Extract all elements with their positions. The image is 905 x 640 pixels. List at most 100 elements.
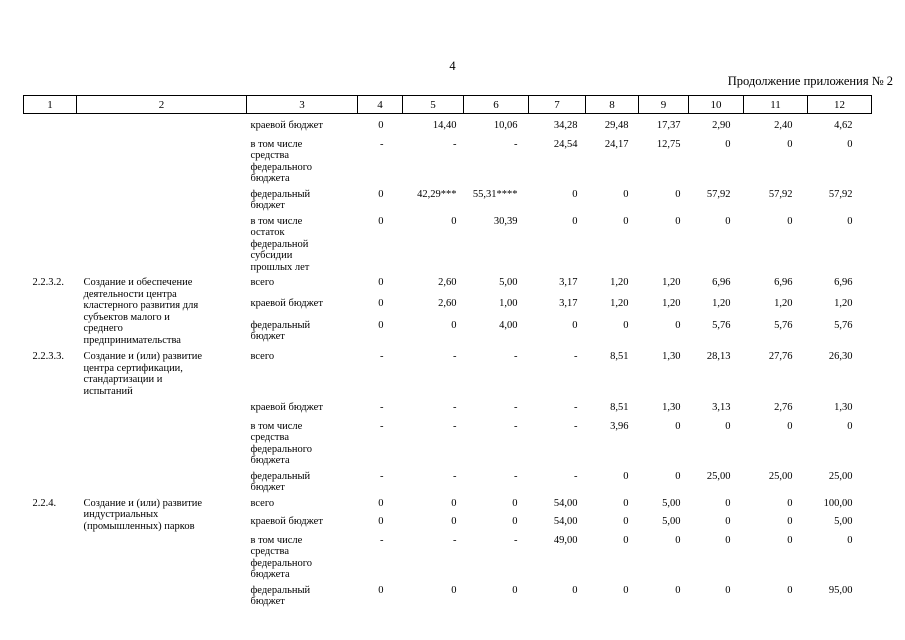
value-cell: 1,30: [662, 351, 681, 362]
value-cell: 1,00: [499, 298, 518, 310]
value-cell: 0: [623, 188, 629, 200]
budget-type-label: краевой бюджет: [250, 402, 323, 413]
value-cell: 34,28: [553, 120, 578, 131]
value-cell: 5,76: [834, 319, 853, 331]
table-row: федеральный бюджет - - - - 0 0 25,00 25,00 25,00: [24, 471, 872, 498]
value-cell: 0: [451, 584, 457, 596]
budget-type-label: федеральный бюджет: [250, 319, 311, 343]
value-cell: 2,40: [774, 120, 793, 131]
table-row: краевой бюджет 0 14,40 10,06 34,28 29,48 17,37…: [24, 114, 872, 139]
value-cell: 100,00: [823, 497, 853, 509]
item-title: [77, 114, 247, 278]
table-row: федеральный бюджет 0 0 4,00 0 0 0 5,76 5,76 5,76: [24, 320, 872, 351]
value-cell: 0: [725, 138, 731, 150]
value-cell: 24,54: [553, 138, 578, 150]
value-cell: 30,39: [493, 215, 518, 227]
value-cell: 0: [675, 188, 681, 200]
value-cell: 0: [675, 420, 681, 432]
item-number: 2.2.3.3.: [32, 351, 65, 362]
value-cell: 0: [451, 516, 457, 527]
value-cell: -: [453, 351, 457, 362]
budget-table: 1 2 3 4 5 6 7 8 9 10 11 12 краевой бюджет 0 14,40 10,0…: [23, 95, 872, 612]
value-cell: 0: [378, 120, 384, 131]
value-cell: 0: [623, 516, 629, 527]
value-cell: 0: [378, 215, 384, 227]
table-row: краевой бюджет - - - - 8,51 1,30 3,13 2,76 1,30: [24, 402, 872, 421]
value-cell: 1,20: [662, 298, 681, 310]
value-cell: 0: [623, 534, 629, 546]
value-cell: 0: [787, 516, 793, 527]
table-row: в том числе средства федерального бюджет…: [24, 535, 872, 585]
value-cell: 0: [787, 534, 793, 546]
table-row: краевой бюджет 0 2,60 1,00 3,17 1,20 1,20 1,20 1…: [24, 298, 872, 319]
value-cell: -: [380, 351, 384, 362]
value-cell: 0: [787, 215, 793, 227]
column-header: 9: [638, 95, 689, 114]
value-cell: 24,17: [604, 138, 629, 150]
item-number: [24, 114, 77, 278]
column-header: 2: [76, 95, 247, 114]
value-cell: 3,17: [559, 298, 578, 310]
budget-type-label: краевой бюджет: [250, 120, 323, 131]
value-cell: 1,20: [774, 298, 793, 310]
value-cell: 0: [675, 534, 681, 546]
value-cell: 0: [847, 215, 853, 227]
value-cell: 5,00: [662, 516, 681, 527]
value-cell: 10,06: [493, 120, 518, 131]
value-cell: 25,00: [828, 470, 853, 482]
value-cell: 1,30: [834, 402, 853, 413]
budget-type-label: федеральный бюджет: [250, 188, 311, 212]
value-cell: 57,92: [828, 188, 853, 200]
item-title: Создание и (или) развитие центра сертифи…: [83, 351, 203, 397]
value-cell: 0: [787, 138, 793, 150]
value-cell: 0: [725, 584, 731, 596]
budget-type-label: в том числе остаток федеральной субсидии…: [250, 215, 310, 273]
column-header: 10: [688, 95, 744, 114]
value-cell: 0: [847, 138, 853, 150]
value-cell: 0: [675, 584, 681, 596]
value-cell: 0: [572, 319, 578, 331]
budget-type-label: краевой бюджет: [250, 516, 323, 527]
header-row: 1 2 3 4 5 6 7 8 9 10 11 12: [23, 95, 872, 114]
budget-type-label: в том числе средства федерального бюджет…: [250, 420, 313, 467]
column-header: 11: [743, 95, 808, 114]
value-cell: 12,75: [656, 138, 681, 150]
value-cell: 6,96: [712, 277, 731, 288]
value-cell: -: [380, 402, 384, 413]
value-cell: 0: [512, 584, 518, 596]
value-cell: 1,20: [662, 277, 681, 288]
value-cell: -: [574, 402, 578, 413]
item-title: Создание и (или) развитие индустриальных…: [83, 497, 203, 532]
value-cell: 0: [378, 277, 384, 288]
value-cell: -: [380, 420, 384, 432]
column-header: 5: [402, 95, 464, 114]
value-cell: -: [514, 402, 518, 413]
value-cell: 8,51: [610, 402, 629, 413]
value-cell: 28,13: [706, 351, 731, 362]
budget-type-label: федеральный бюджет: [250, 584, 311, 608]
value-cell: 0: [378, 319, 384, 331]
table-row: 2.2.4. Создание и (или) развитие индустри…: [24, 497, 872, 532]
value-cell: 55,31****: [472, 188, 518, 200]
value-cell: 4,62: [834, 120, 853, 131]
table-row: 2.2.3.3. Создание и (или) развитие центра…: [24, 351, 872, 402]
item-number: 2.2.4.: [32, 497, 57, 509]
value-cell: 0: [572, 215, 578, 227]
value-cell: 3,96: [610, 420, 629, 432]
value-cell: 0: [378, 497, 384, 509]
value-cell: 0: [572, 188, 578, 200]
value-cell: -: [380, 138, 384, 150]
table-header: 1 2 3 4 5 6 7 8 9 10 11 12: [23, 95, 872, 114]
value-cell: 4,00: [499, 319, 518, 331]
value-cell: 5,00: [662, 497, 681, 509]
value-cell: -: [514, 534, 518, 546]
value-cell: 1,30: [662, 402, 681, 413]
column-header: 1: [23, 95, 77, 114]
value-cell: 0: [725, 516, 731, 527]
table-row: федеральный бюджет 0 42,29*** 55,31**** 0 0 0 5…: [24, 189, 872, 216]
table-body: краевой бюджет 0 14,40 10,06 34,28 29,48 17,37…: [24, 114, 872, 612]
value-cell: 1,20: [834, 298, 853, 310]
value-cell: 0: [787, 420, 793, 432]
value-cell: 54,00: [553, 497, 578, 509]
value-cell: 0: [378, 584, 384, 596]
